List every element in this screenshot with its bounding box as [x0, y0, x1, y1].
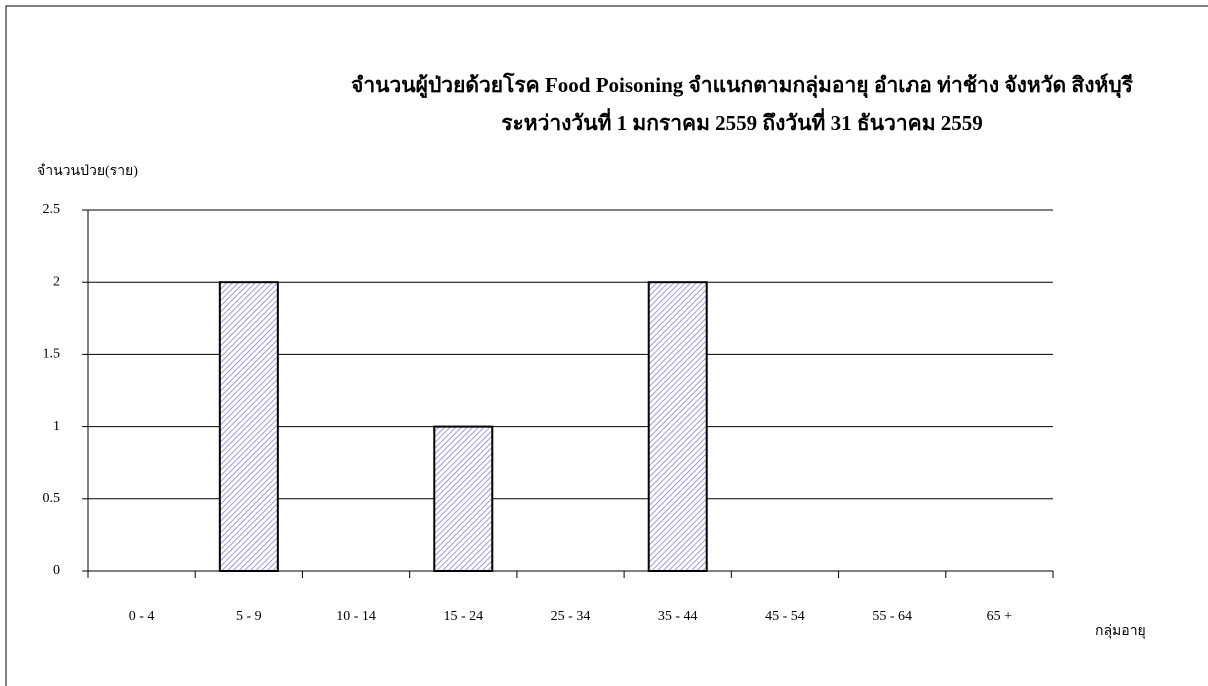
x-tick-label: 35 - 44	[658, 609, 698, 624]
y-tick-label: 1.5	[43, 347, 61, 362]
y-tick-label: 2	[53, 274, 60, 289]
bar	[647, 281, 708, 572]
x-tick-label: 15 - 24	[443, 609, 483, 624]
bar	[433, 425, 494, 572]
chart-subtitle: ระหว่างวันที่ 1 มกราคม 2559 ถึงวันที่ 31…	[501, 107, 983, 135]
x-tick-label: 5 - 9	[236, 609, 262, 624]
x-axis-label: กลุ่มอายุ	[1095, 624, 1146, 639]
y-tick-label: 0.5	[43, 491, 61, 506]
y-tick-label: 2.5	[43, 202, 61, 217]
y-axis-label: จำนวนป่วย(ราย)	[37, 164, 138, 179]
x-tick-label: 65 +	[987, 609, 1013, 624]
x-tick-label: 45 - 54	[765, 609, 805, 624]
bar	[218, 281, 279, 572]
x-tick-label: 55 - 64	[872, 609, 912, 624]
y-tick-label: 0	[53, 563, 60, 578]
x-tick-label: 10 - 14	[336, 609, 376, 624]
x-tick-label: 25 - 34	[551, 609, 591, 624]
y-tick-label: 1	[53, 419, 60, 434]
frame	[5, 5, 1208, 686]
chart-title: จำนวนผู้ป่วยด้วยโรค Food Poisoning จำแนก…	[351, 72, 1134, 99]
x-tick-label: 0 - 4	[129, 609, 155, 624]
